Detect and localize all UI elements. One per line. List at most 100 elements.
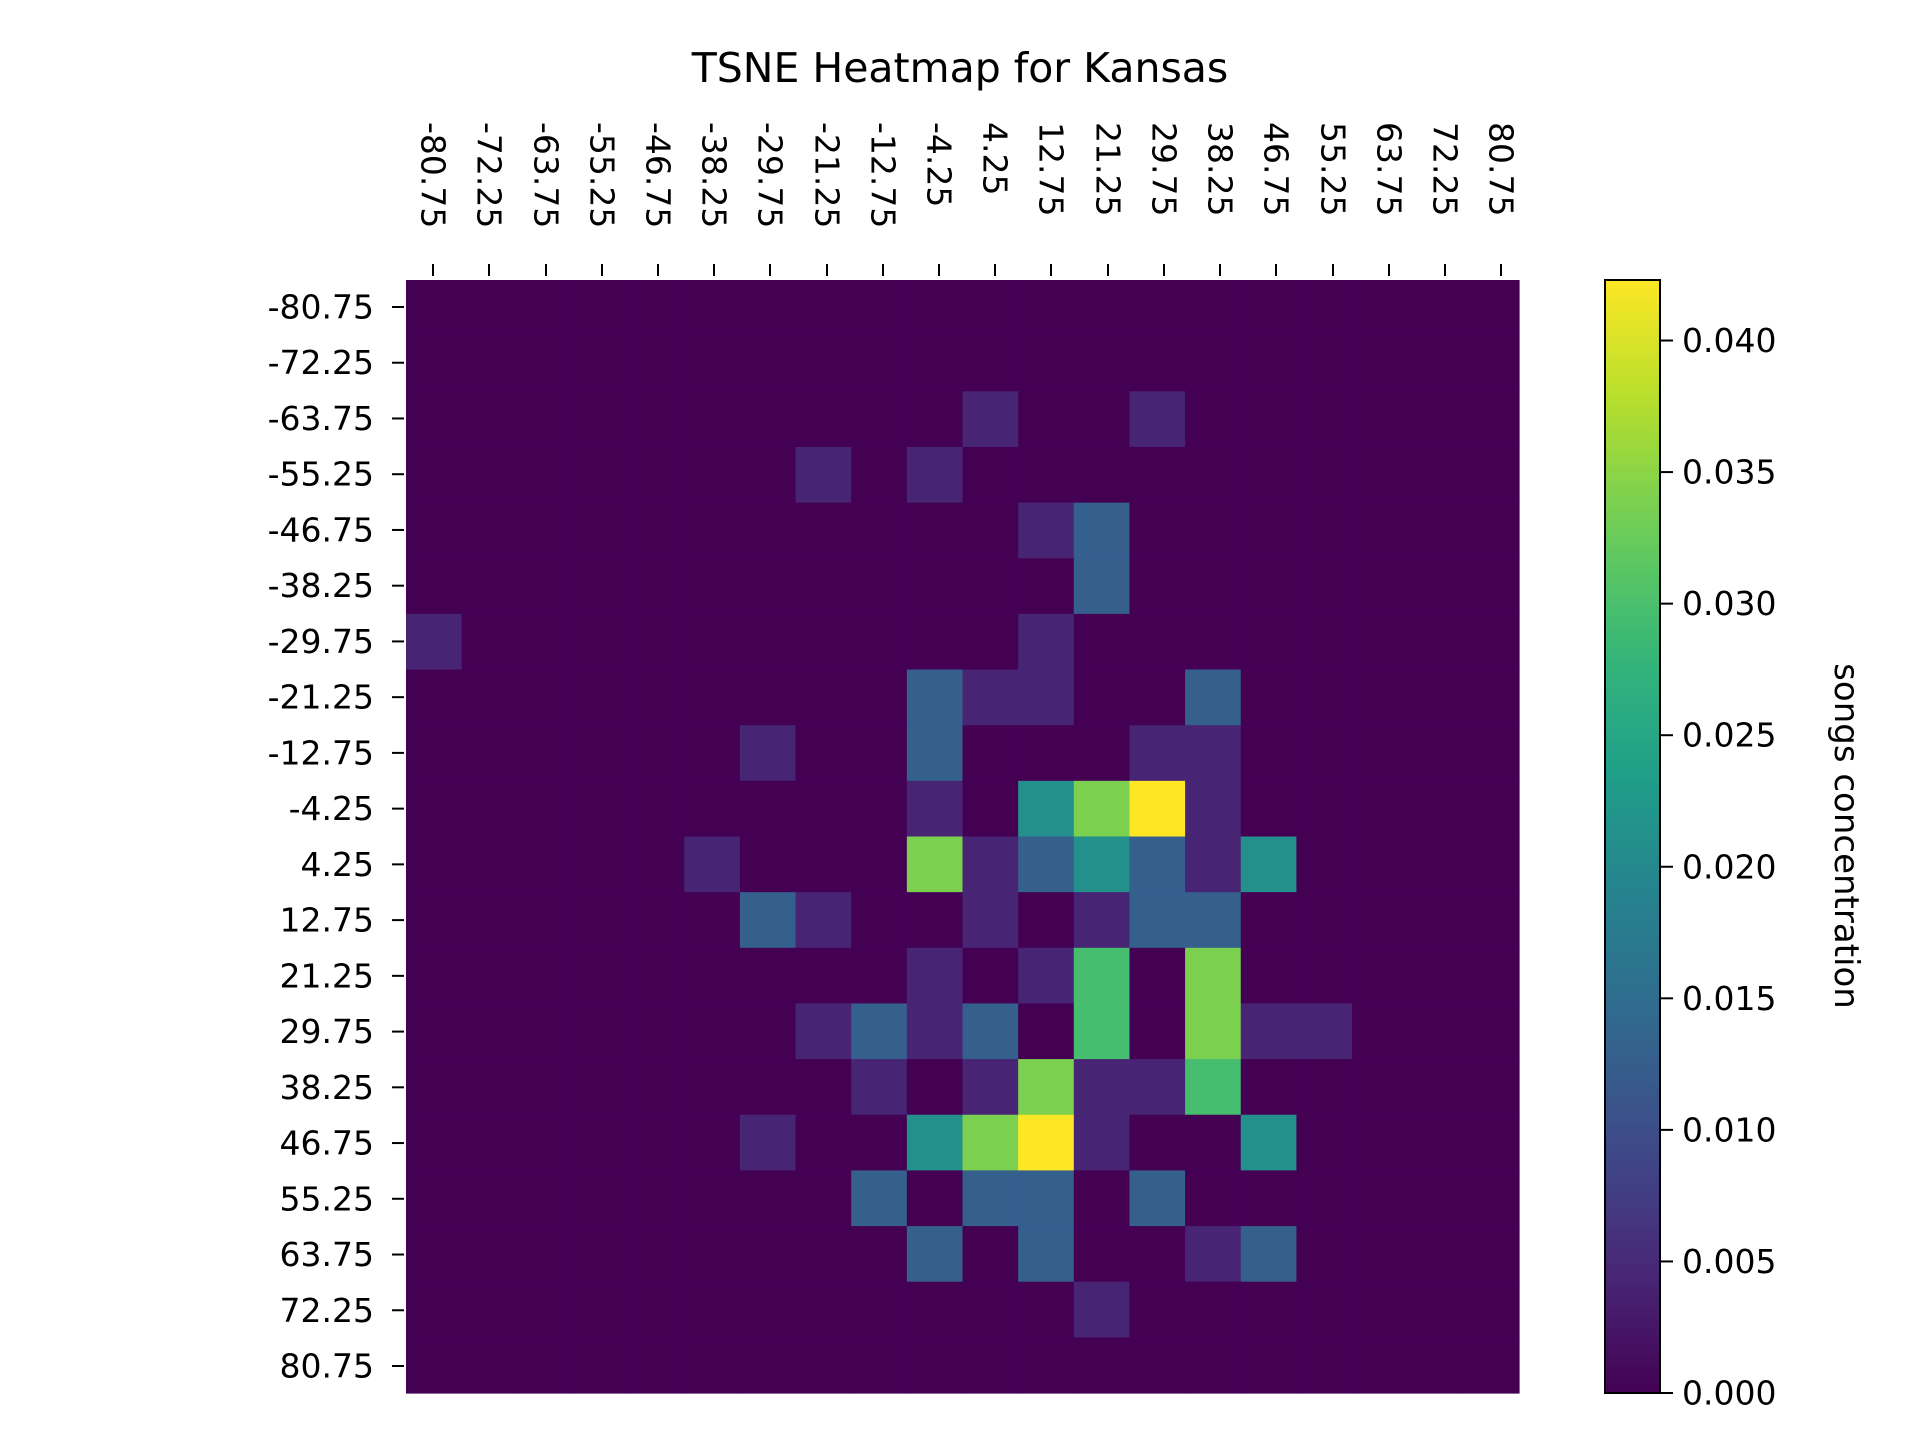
heatmap-cell [406, 836, 463, 893]
heatmap-cell [406, 669, 463, 726]
heatmap-cell [851, 1226, 908, 1283]
heatmap-cell [1296, 502, 1353, 559]
heatmap-cell [851, 669, 908, 726]
heatmap-cell [406, 335, 463, 392]
heatmap-cell [795, 1003, 852, 1060]
heatmap-cell [628, 1003, 685, 1060]
heatmap-cell [1073, 780, 1131, 838]
heatmap-cell [851, 1059, 908, 1116]
heatmap-cell [628, 725, 685, 782]
heatmap-cell [795, 836, 852, 893]
colorbar-tick-label: 0.015 [1682, 979, 1776, 1018]
heatmap-cell [851, 280, 908, 337]
heatmap-cell [1463, 613, 1520, 671]
heatmap-cell [684, 1114, 741, 1171]
heatmap-cell [1073, 1281, 1131, 1338]
heatmap-cell [1352, 1114, 1409, 1171]
heatmap-cell [795, 1281, 852, 1338]
heatmap-cell [406, 1114, 463, 1171]
heatmap-cell [1296, 1337, 1353, 1394]
heatmap-cell [461, 1059, 518, 1116]
heatmap-cell [1352, 669, 1409, 726]
heatmap-cell [1073, 892, 1131, 949]
heatmap-cell [1352, 335, 1409, 392]
heatmap-cell [1296, 947, 1353, 1005]
heatmap-cell [1018, 669, 1075, 726]
heatmap-cell [1185, 502, 1242, 559]
x-tick-label: 29.75 [1145, 122, 1184, 216]
heatmap-cell [572, 1337, 630, 1394]
heatmap-cell [628, 1281, 685, 1338]
heatmap-cell [1185, 391, 1242, 448]
heatmap-cell [739, 1281, 797, 1338]
heatmap-cell [684, 335, 741, 392]
heatmap-cell [962, 1226, 1019, 1283]
heatmap-cell [962, 1003, 1019, 1060]
heatmap-cell [684, 725, 741, 782]
heatmap-cell [572, 1226, 630, 1283]
heatmap-cell [795, 780, 852, 838]
heatmap-cell [572, 1003, 630, 1060]
heatmap-cell [962, 1337, 1019, 1394]
heatmap-cell [739, 1003, 797, 1060]
heatmap-cell [684, 669, 741, 726]
heatmap-cell [1407, 1059, 1464, 1116]
y-tick-label: -4.25 [289, 789, 374, 828]
heatmap-cell [628, 335, 685, 392]
heatmap-cell [1073, 947, 1131, 1005]
heatmap-cell [906, 1337, 964, 1394]
heatmap-cell [962, 725, 1019, 782]
heatmap-cell [572, 280, 630, 337]
heatmap-cell [1463, 892, 1520, 949]
heatmap-cell [461, 502, 518, 559]
heatmap-cell [962, 892, 1019, 949]
heatmap-cell [1407, 502, 1464, 559]
heatmap-cell [517, 1059, 574, 1116]
heatmap-cell [628, 892, 685, 949]
heatmap-cell [1352, 947, 1409, 1005]
heatmap-cell [461, 1337, 518, 1394]
heatmap-cell [628, 502, 685, 559]
heatmap-cell [517, 446, 574, 504]
heatmap-cell [517, 558, 574, 615]
heatmap-cell [684, 558, 741, 615]
heatmap-cell [1296, 725, 1353, 782]
heatmap-cell [906, 558, 964, 615]
heatmap-cell [684, 446, 741, 504]
colorbar-tick-label: 0.040 [1682, 321, 1776, 360]
heatmap-cell [572, 1059, 630, 1116]
heatmap-cell [1240, 1226, 1297, 1283]
heatmap-cell [1296, 391, 1353, 448]
heatmap-cell [406, 1170, 463, 1227]
heatmap-cell [1073, 613, 1131, 671]
heatmap-cell [461, 446, 518, 504]
heatmap-cell [851, 780, 908, 838]
heatmap-cell [1407, 1114, 1464, 1171]
heatmap-cell [851, 1281, 908, 1338]
heatmap-cell [1129, 669, 1186, 726]
heatmap-cell [1073, 502, 1131, 559]
heatmap-cell [1073, 446, 1131, 504]
heatmap-cell [906, 613, 964, 671]
colorbar [1604, 279, 1661, 1394]
heatmap-cell [1018, 558, 1075, 615]
x-tick-label: -38.25 [695, 122, 734, 228]
heatmap-cell [1296, 280, 1353, 337]
heatmap-cell [906, 669, 964, 726]
heatmap-cell [739, 892, 797, 949]
heatmap-cell [1296, 446, 1353, 504]
heatmap-cell [795, 725, 852, 782]
heatmap-cell [572, 669, 630, 726]
heatmap-cell [851, 335, 908, 392]
heatmap-cell [1407, 1281, 1464, 1338]
heatmap-cell [962, 1170, 1019, 1227]
heatmap-cell [628, 280, 685, 337]
x-tick-label: 4.25 [976, 122, 1015, 195]
heatmap-cell [1018, 1226, 1075, 1283]
heatmap-cell [1352, 1281, 1409, 1338]
heatmap-cell [795, 613, 852, 671]
heatmap-cell [1463, 1114, 1520, 1171]
heatmap-cell [1240, 280, 1297, 337]
heatmap-cell [1129, 391, 1186, 448]
